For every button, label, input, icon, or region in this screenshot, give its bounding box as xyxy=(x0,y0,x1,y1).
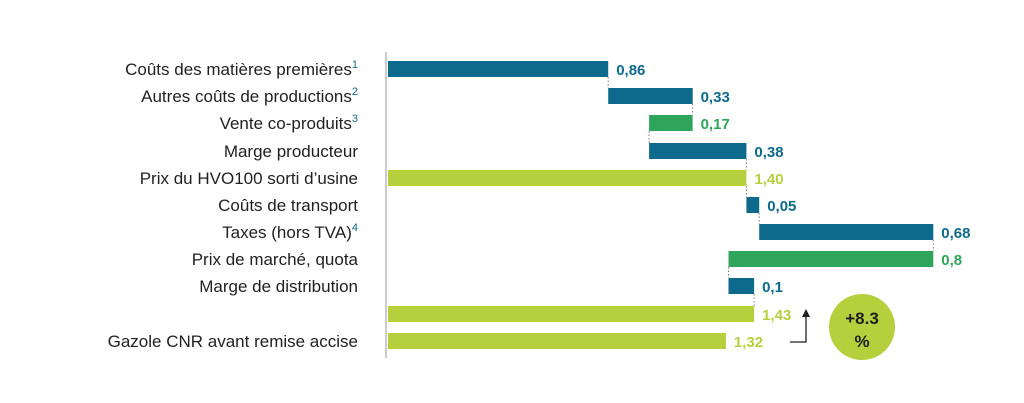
category-label-7: Taxes (hors TVA)4 xyxy=(222,222,358,242)
value-label-11: 1,32 xyxy=(734,334,763,351)
value-label-7: 0,68 xyxy=(941,225,970,242)
value-label-5: 1,40 xyxy=(754,171,783,188)
connector-lines xyxy=(607,77,934,306)
badge-line2: % xyxy=(854,332,869,351)
badge-circle xyxy=(829,294,895,360)
bar-9 xyxy=(728,278,755,294)
category-label-9: Marge de distribution xyxy=(199,277,358,296)
category-label-1: Coûts des matières premières1 xyxy=(125,59,358,79)
comparison-arrow xyxy=(790,309,810,343)
value-label-8: 0,8 xyxy=(941,252,962,269)
category-label-5: Prix du HVO100 sorti d’usine xyxy=(140,169,358,188)
value-label-3: 0,17 xyxy=(701,116,730,133)
change-badge: +8.3 % xyxy=(829,294,895,360)
badge-line1: +8.3 xyxy=(845,309,879,328)
category-labels: Coûts des matières premières1 Autres coût… xyxy=(108,59,359,351)
category-label-2: Autres coûts de productions2 xyxy=(141,86,358,106)
category-label-3: Vente co-produits3 xyxy=(220,113,358,133)
bar-1 xyxy=(388,61,609,77)
bar-4 xyxy=(649,143,747,159)
bar-10 xyxy=(388,306,755,322)
category-label-8: Prix de marché, quota xyxy=(192,250,359,269)
value-labels: 0,86 0,33 0,17 0,38 1,40 0,05 0,68 0,8 0,1 1,43 1,… xyxy=(616,62,970,351)
bar-2 xyxy=(608,88,693,104)
value-label-10: 1,43 xyxy=(762,307,791,324)
bar-3 xyxy=(649,115,693,131)
bar-7 xyxy=(759,224,934,240)
value-label-2: 0,33 xyxy=(701,89,730,106)
bars-group xyxy=(388,61,934,349)
bar-8 xyxy=(728,251,934,267)
bar-5 xyxy=(388,170,747,186)
value-label-1: 0,86 xyxy=(616,62,645,79)
category-label-11: Gazole CNR avant remise accise xyxy=(108,332,358,351)
value-label-4: 0,38 xyxy=(754,144,783,161)
category-label-6: Coûts de transport xyxy=(218,196,358,215)
category-label-4: Marge producteur xyxy=(224,142,359,161)
value-label-6: 0,05 xyxy=(767,198,796,215)
value-label-9: 0,1 xyxy=(762,279,783,296)
bar-11 xyxy=(388,333,726,349)
bar-6 xyxy=(746,197,760,213)
